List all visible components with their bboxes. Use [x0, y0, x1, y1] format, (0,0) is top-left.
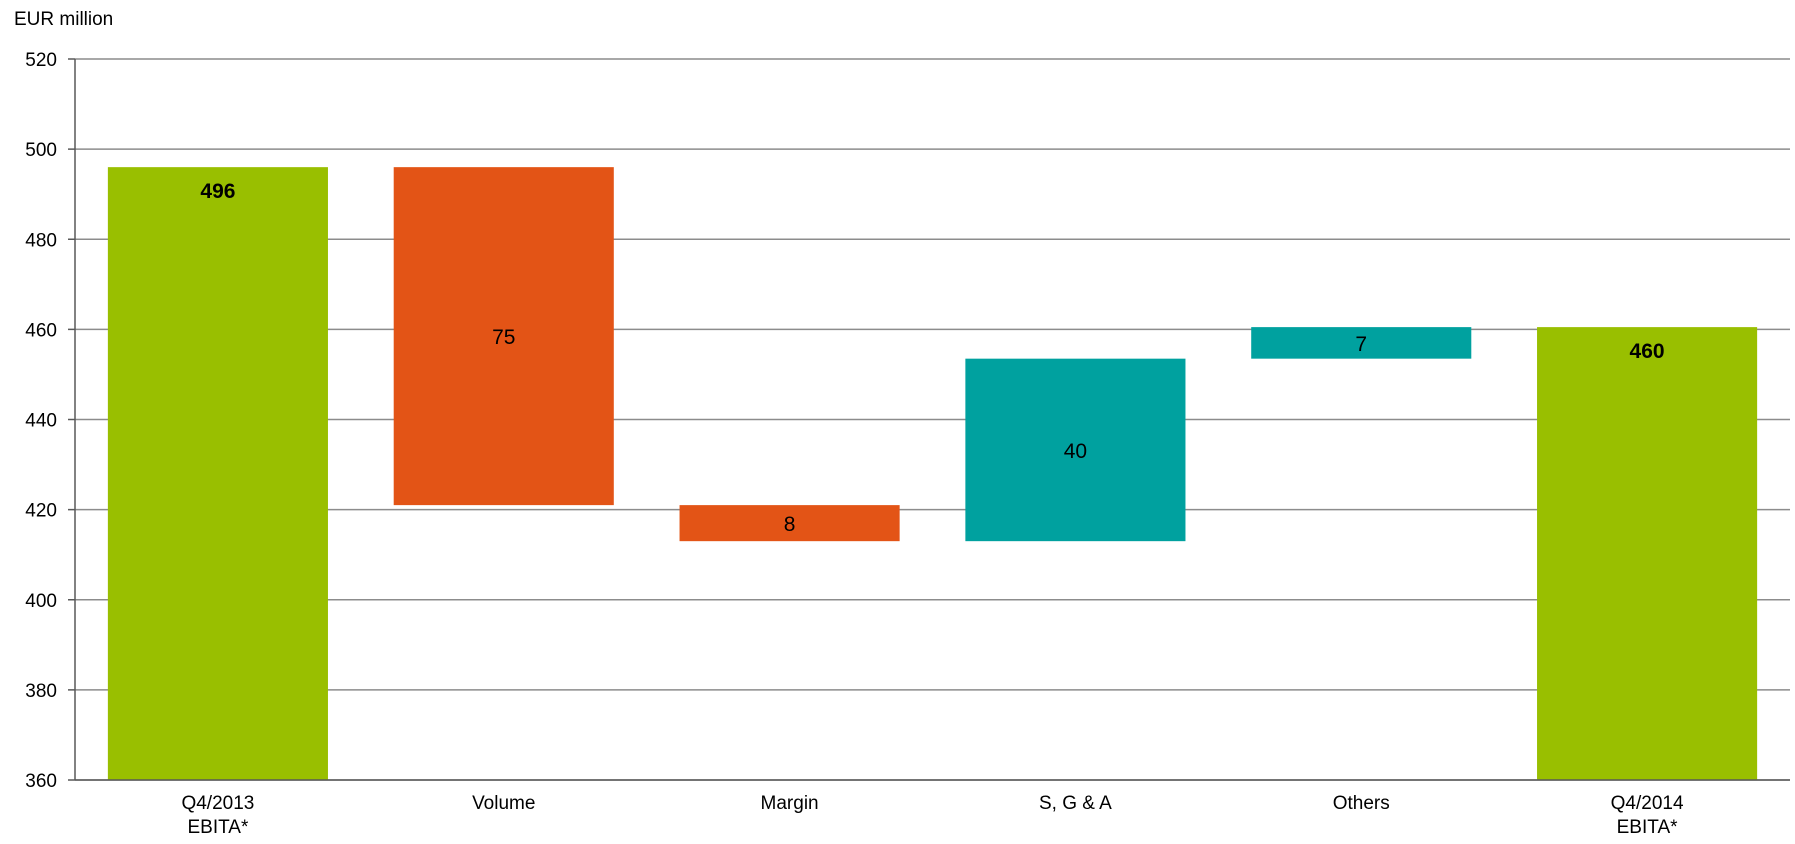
x-category-label: EBITA* [1617, 817, 1678, 838]
y-tick-label: 500 [25, 140, 57, 161]
x-category-label: Q4/2013 [181, 793, 254, 814]
x-category-label: Q4/2014 [1611, 793, 1684, 814]
x-category-label: EBITA* [187, 817, 248, 838]
y-tick-label: 420 [25, 501, 57, 522]
data-label: 7 [1355, 333, 1367, 356]
x-category-label: S, G & A [1039, 793, 1112, 814]
axes [68, 58, 1790, 781]
bar-total [107, 167, 328, 780]
x-category-label: Others [1333, 793, 1390, 814]
data-label: 8 [784, 513, 796, 536]
bar-decrease [393, 167, 614, 506]
y-tick-label: 440 [25, 411, 57, 432]
data-label: 75 [492, 326, 515, 349]
y-tick-label: 380 [25, 681, 57, 702]
bar-total [1537, 327, 1758, 780]
data-label: 40 [1064, 440, 1087, 463]
y-tick-label: 520 [25, 50, 57, 71]
y-tick-label: 460 [25, 320, 57, 341]
labels: 360 380 400 420 440 460 480 500 520 496 75 8 40 7 460 Q… [25, 50, 1684, 838]
data-label: 496 [200, 180, 235, 203]
data-label: 460 [1630, 340, 1665, 363]
x-category-label: Volume [472, 793, 535, 814]
y-tick-label: 480 [25, 230, 57, 251]
gridlines [75, 58, 1790, 781]
x-category-label: Margin [761, 793, 819, 814]
bar-decrease [679, 505, 900, 542]
y-axis-unit-label: EUR million [14, 9, 113, 30]
bar-increase [965, 358, 1186, 542]
bars [107, 167, 1758, 780]
y-tick-label: 360 [25, 771, 57, 792]
bar-increase [1251, 327, 1472, 359]
y-tick-label: 400 [25, 591, 57, 612]
